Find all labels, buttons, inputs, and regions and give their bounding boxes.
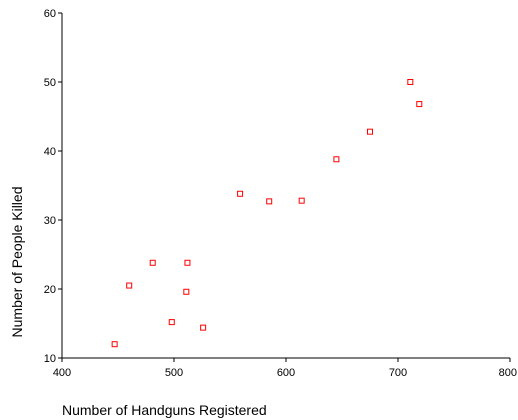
x-axis-title: Number of Handguns Registered — [62, 402, 267, 418]
x-tick-label: 500 — [165, 367, 183, 379]
data-point — [200, 324, 207, 331]
x-tick-label: 600 — [277, 367, 295, 379]
data-points — [111, 79, 423, 348]
y-axis-title: Number of People Killed — [9, 187, 25, 338]
data-point — [111, 341, 118, 348]
data-point — [407, 79, 414, 85]
x-axis-ticks: 400 500 600 700 800 — [53, 358, 517, 379]
plot-area — [62, 13, 510, 358]
data-point — [183, 288, 190, 295]
data-point — [298, 197, 305, 204]
data-point — [184, 259, 191, 266]
y-axis-ticks: 10 20 30 40 50 60 — [44, 8, 62, 365]
data-point — [266, 198, 273, 205]
data-point — [237, 190, 244, 197]
data-point — [333, 156, 340, 163]
data-point — [367, 128, 373, 135]
data-point — [416, 101, 423, 108]
y-tick-label: 60 — [44, 8, 56, 20]
y-tick-label: 40 — [44, 146, 56, 158]
data-point — [126, 282, 133, 289]
y-tick-label: 50 — [44, 77, 56, 89]
data-point — [149, 259, 156, 266]
y-tick-label: 30 — [44, 215, 56, 227]
y-tick-label: 10 — [44, 353, 56, 365]
x-tick-label: 700 — [389, 367, 407, 379]
x-tick-label: 800 — [499, 367, 517, 379]
x-tick-label: 400 — [53, 367, 71, 379]
data-point — [168, 319, 175, 326]
y-tick-label: 20 — [44, 284, 56, 296]
